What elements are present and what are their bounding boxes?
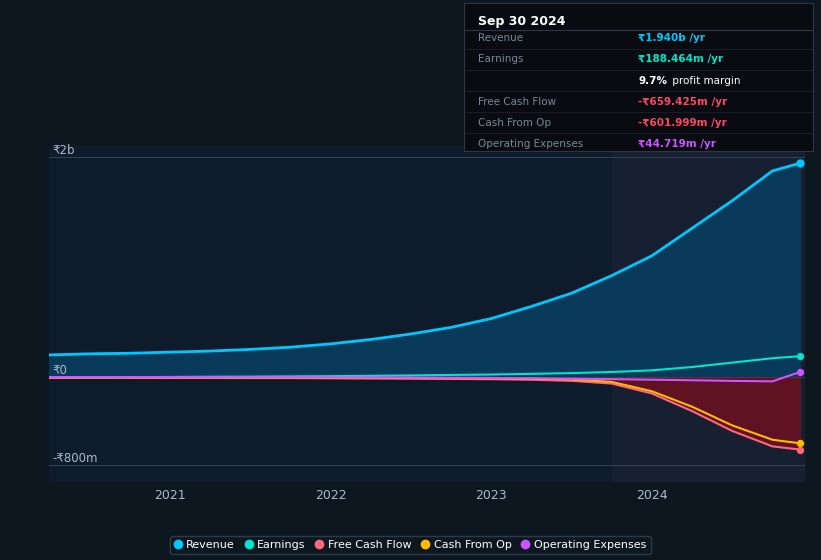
Text: ₹1.940b /yr: ₹1.940b /yr [639, 34, 705, 44]
Text: Earnings: Earnings [478, 54, 523, 64]
Legend: Revenue, Earnings, Free Cash Flow, Cash From Op, Operating Expenses: Revenue, Earnings, Free Cash Flow, Cash … [171, 535, 650, 554]
Text: Cash From Op: Cash From Op [478, 118, 551, 128]
Text: Sep 30 2024: Sep 30 2024 [478, 15, 566, 27]
Text: -₹659.425m /yr: -₹659.425m /yr [639, 97, 727, 106]
Point [793, 445, 806, 454]
Text: ₹44.719m /yr: ₹44.719m /yr [639, 139, 716, 149]
Point [793, 158, 806, 167]
Bar [612, 146, 805, 482]
Text: Revenue: Revenue [478, 34, 523, 44]
Point [793, 367, 806, 376]
Text: Operating Expenses: Operating Expenses [478, 139, 583, 149]
Text: ₹0: ₹0 [53, 364, 67, 377]
Text: profit margin: profit margin [669, 76, 741, 86]
Text: ₹188.464m /yr: ₹188.464m /yr [639, 54, 723, 64]
Text: ₹2b: ₹2b [53, 143, 75, 157]
Text: Free Cash Flow: Free Cash Flow [478, 97, 556, 106]
Text: 9.7%: 9.7% [639, 76, 667, 86]
Point [793, 439, 806, 448]
Text: -₹601.999m /yr: -₹601.999m /yr [639, 118, 727, 128]
Point [793, 352, 806, 361]
Text: -₹800m: -₹800m [53, 452, 98, 465]
